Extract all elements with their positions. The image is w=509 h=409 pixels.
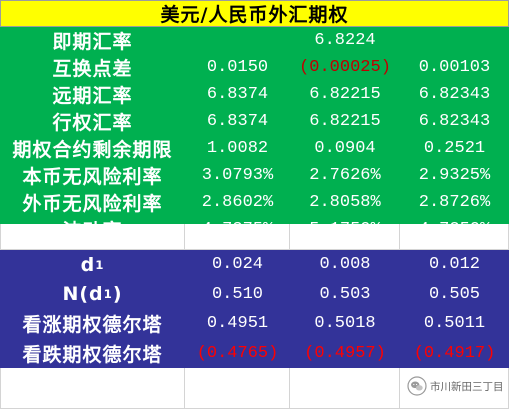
call-delta-value-3[interactable]: 0.5011 bbox=[423, 314, 486, 334]
call-delta-value-1[interactable]: 0.4951 bbox=[206, 314, 269, 334]
remaining-term-value-1[interactable]: 1.0082 bbox=[206, 139, 269, 158]
swap-points-value-3[interactable]: 0.00103 bbox=[418, 58, 491, 77]
d1-value-3[interactable]: 0.012 bbox=[428, 255, 480, 275]
foreign-rate-value-3[interactable]: 2.8726% bbox=[418, 193, 491, 212]
call-delta-row: 看涨期权德尔塔 0.4951 0.5018 0.5011 bbox=[0, 309, 509, 339]
swap-points-label[interactable]: 互换点差 bbox=[52, 58, 133, 80]
strike-rate-value-1[interactable]: 6.8374 bbox=[206, 112, 269, 131]
spot-rate-value-2[interactable]: 6.8224 bbox=[314, 31, 376, 50]
wechat-icon bbox=[407, 376, 427, 396]
inputs-block: 即期汇率 6.8224 互换点差 0.0150 (0.00025) 0.0010… bbox=[0, 27, 509, 242]
strike-rate-label[interactable]: 行权汇率 bbox=[52, 112, 133, 134]
volatility-label[interactable]: 波动率 bbox=[62, 220, 123, 242]
put-delta-label[interactable]: 看跌期权德尔塔 bbox=[22, 343, 163, 366]
empty-cell[interactable] bbox=[400, 224, 509, 250]
spot-rate-row: 即期汇率 6.8224 bbox=[0, 27, 509, 54]
spot-rate-label[interactable]: 即期汇率 bbox=[52, 31, 133, 53]
forward-rate-label[interactable]: 远期汇率 bbox=[52, 85, 133, 107]
put-delta-value-2[interactable]: (0.4957) bbox=[304, 343, 386, 363]
n-d1-row: N(d 1) 0.510 0.503 0.505 bbox=[0, 280, 509, 310]
remaining-term-label[interactable]: 期权合约剩余期限 bbox=[12, 139, 173, 161]
empty-cell[interactable] bbox=[290, 368, 400, 409]
put-delta-row: 看跌期权德尔塔 (0.4765) (0.4957) (0.4917) bbox=[0, 339, 509, 369]
foreign-rate-label[interactable]: 外币无风险利率 bbox=[22, 193, 163, 215]
empty-cell[interactable] bbox=[185, 224, 290, 250]
empty-cell[interactable] bbox=[185, 368, 290, 409]
empty-cell[interactable] bbox=[290, 224, 400, 250]
forward-rate-row: 远期汇率 6.8374 6.82215 6.82343 bbox=[0, 81, 509, 108]
d1-value-2[interactable]: 0.008 bbox=[319, 255, 371, 275]
strike-rate-row: 行权汇率 6.8374 6.82215 6.82343 bbox=[0, 108, 509, 135]
call-delta-value-2[interactable]: 0.5018 bbox=[314, 314, 376, 334]
n-d1-label-close: ) bbox=[112, 283, 123, 306]
volatility-value-3[interactable]: 4.7250% bbox=[418, 220, 491, 239]
volatility-row: 波动率 4.7375% 5.1750% 4.7250% bbox=[0, 216, 509, 243]
d1-value-1[interactable]: 0.024 bbox=[211, 255, 263, 275]
n-d1-value-1[interactable]: 0.510 bbox=[211, 284, 263, 304]
n-d1-value-2[interactable]: 0.503 bbox=[319, 284, 371, 304]
swap-points-value-2[interactable]: (0.00025) bbox=[299, 58, 391, 77]
domestic-rate-label[interactable]: 本币无风险利率 bbox=[22, 166, 163, 188]
n-d1-label-main: N(d bbox=[62, 283, 104, 306]
domestic-rate-value-3[interactable]: 2.9325% bbox=[418, 166, 491, 185]
watermark: 市川新田三丁目 bbox=[407, 376, 504, 396]
domestic-rate-value-2[interactable]: 2.7626% bbox=[309, 166, 381, 185]
d1-label-main: d bbox=[80, 253, 96, 276]
strike-rate-value-2[interactable]: 6.82215 bbox=[309, 112, 381, 131]
remaining-term-value-3[interactable]: 0.2521 bbox=[423, 139, 486, 158]
swap-points-value-1[interactable]: 0.0150 bbox=[206, 58, 269, 77]
forward-rate-value-1[interactable]: 6.8374 bbox=[206, 85, 269, 104]
volatility-value-1[interactable]: 4.7375% bbox=[201, 220, 274, 239]
forward-rate-value-2[interactable]: 6.82215 bbox=[309, 85, 381, 104]
empty-cell[interactable] bbox=[0, 224, 185, 250]
volatility-value-2[interactable]: 5.1750% bbox=[309, 220, 381, 239]
sheet-title[interactable]: 美元/人民币外汇期权 bbox=[0, 0, 509, 27]
remaining-term-value-2[interactable]: 0.0904 bbox=[314, 139, 376, 158]
remaining-term-row: 期权合约剩余期限 1.0082 0.0904 0.2521 bbox=[0, 135, 509, 162]
domestic-rate-value-1[interactable]: 3.0793% bbox=[201, 166, 274, 185]
swap-points-row: 互换点差 0.0150 (0.00025) 0.00103 bbox=[0, 54, 509, 81]
call-delta-label[interactable]: 看涨期权德尔塔 bbox=[22, 314, 163, 337]
strike-rate-value-3[interactable]: 6.82343 bbox=[418, 112, 491, 131]
foreign-rate-value-1[interactable]: 2.8602% bbox=[201, 193, 274, 212]
n-d1-label[interactable]: N(d 1) bbox=[62, 283, 123, 306]
put-delta-value-1[interactable]: (0.4765) bbox=[196, 343, 279, 363]
spot-rate-value-1[interactable] bbox=[185, 27, 290, 54]
domestic-rate-row: 本币无风险利率 3.0793% 2.7626% 2.9325% bbox=[0, 162, 509, 189]
watermark-text: 市川新田三丁目 bbox=[430, 380, 504, 393]
put-delta-value-3[interactable]: (0.4917) bbox=[413, 343, 496, 363]
forward-rate-value-3[interactable]: 6.82343 bbox=[418, 85, 491, 104]
blank-row bbox=[0, 224, 509, 250]
empty-cell[interactable] bbox=[0, 368, 185, 409]
foreign-rate-row: 外币无风险利率 2.8602% 2.8058% 2.8726% bbox=[0, 189, 509, 216]
n-d1-value-3[interactable]: 0.505 bbox=[428, 284, 480, 304]
spot-rate-value-3[interactable] bbox=[400, 27, 509, 54]
foreign-rate-value-2[interactable]: 2.8058% bbox=[309, 193, 381, 212]
